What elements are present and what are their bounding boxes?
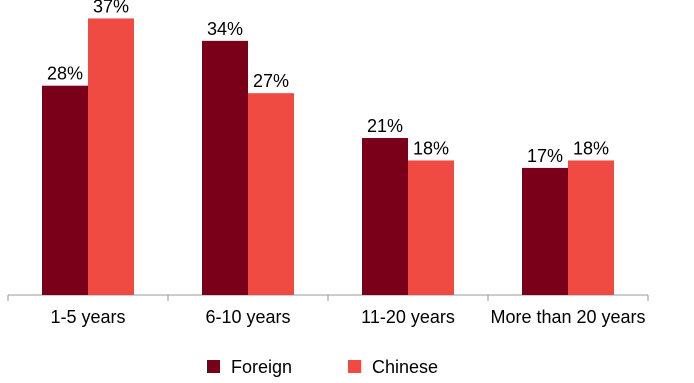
bar-foreign-6-10-years	[202, 40, 248, 295]
data-label-foreign-11-20-years: 21%	[367, 116, 403, 136]
bars	[42, 18, 614, 296]
legend-swatch-foreign	[207, 360, 220, 373]
bar-chinese-1-5-years	[88, 18, 134, 296]
legend-label-chinese: Chinese	[372, 357, 438, 377]
data-label-foreign-1-5-years: 28%	[47, 64, 83, 84]
bar-chinese-more-than-20-years	[568, 160, 614, 295]
legend: Foreign Chinese	[207, 357, 438, 377]
bar-foreign-1-5-years	[42, 85, 88, 295]
bar-foreign-more-than-20-years	[522, 167, 568, 295]
x-axis-ticks	[7, 295, 649, 301]
bar-chinese-11-20-years	[408, 160, 454, 295]
category-label-6-10-years: 6-10 years	[205, 307, 290, 327]
category-label-1-5-years: 1-5 years	[50, 307, 125, 327]
legend-label-foreign: Foreign	[231, 357, 292, 377]
data-label-foreign-6-10-years: 34%	[207, 19, 243, 39]
data-label-chinese-1-5-years: 37%	[93, 0, 129, 16]
data-label-chinese-more-than-20-years: 18%	[573, 138, 609, 158]
data-label-chinese-6-10-years: 27%	[253, 71, 289, 91]
category-label-more-than-20-years: More than 20 years	[490, 307, 645, 327]
data-labels: 28% 37% 34% 27% 21% 18% 17% 18%	[47, 0, 609, 166]
category-label-11-20-years: 11-20 years	[361, 307, 455, 327]
legend-swatch-chinese	[348, 360, 361, 373]
data-label-foreign-more-than-20-years: 17%	[527, 146, 563, 166]
data-label-chinese-11-20-years: 18%	[413, 138, 449, 158]
category-labels: 1-5 years 6-10 years 11-20 years More than …	[50, 307, 645, 327]
bar-chinese-6-10-years	[248, 93, 294, 295]
bar-foreign-11-20-years	[362, 138, 408, 295]
